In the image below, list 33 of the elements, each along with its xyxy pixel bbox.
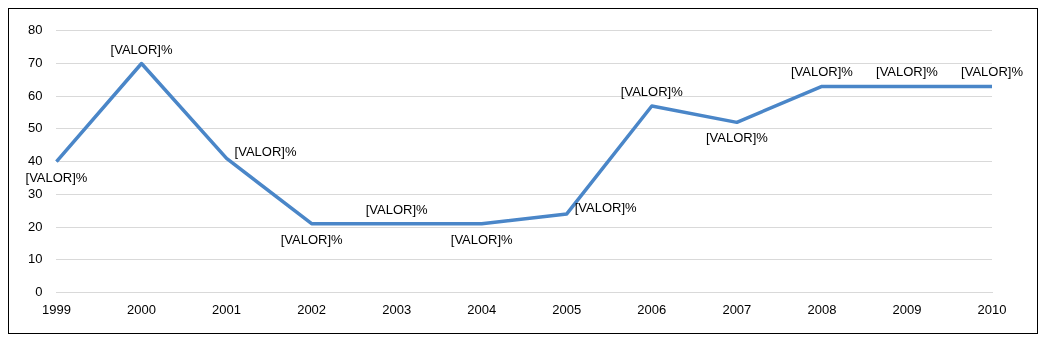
y-tick-label: 0: [35, 283, 43, 299]
x-tick-label: 2010: [977, 301, 1007, 317]
data-label: [VALOR]%: [234, 144, 297, 160]
y-tick-label: 20: [27, 218, 43, 234]
data-label: [VALOR]%: [876, 64, 939, 80]
x-tick-label: 1999: [42, 301, 71, 317]
data-label: [VALOR]%: [574, 199, 638, 215]
x-tick-label: 2005: [552, 301, 582, 317]
x-tick-label: 2007: [722, 301, 752, 317]
y-tick-label: 30: [27, 185, 43, 201]
data-label: [VALOR]%: [450, 231, 514, 247]
y-tick-label: 60: [27, 87, 43, 103]
y-tick-label: 40: [27, 153, 43, 169]
y-tick-label: 10: [27, 251, 43, 267]
data-label: [VALOR]%: [705, 130, 769, 146]
data-label: [VALOR]%: [25, 169, 88, 185]
data-label: [VALOR]%: [790, 64, 854, 80]
data-label: [VALOR]%: [961, 64, 1024, 80]
x-tick-label: 2002: [297, 301, 327, 317]
y-tick-label: 70: [27, 55, 43, 71]
x-tick-label: 2004: [467, 301, 497, 317]
data-label: [VALOR]%: [280, 231, 343, 247]
x-tick-label: 2001: [212, 301, 242, 317]
y-tick-label: 50: [27, 120, 43, 136]
data-label: [VALOR]%: [365, 201, 429, 217]
x-tick-label: 2009: [892, 301, 922, 317]
x-tick-label: 2008: [807, 301, 837, 317]
x-tick-label: 2000: [127, 301, 156, 317]
data-label: [VALOR]%: [110, 41, 173, 57]
x-tick-label: 2006: [637, 301, 667, 317]
y-tick-label: 80: [27, 22, 43, 38]
data-label: [VALOR]%: [620, 84, 684, 100]
x-tick-label: 2003: [382, 301, 412, 317]
